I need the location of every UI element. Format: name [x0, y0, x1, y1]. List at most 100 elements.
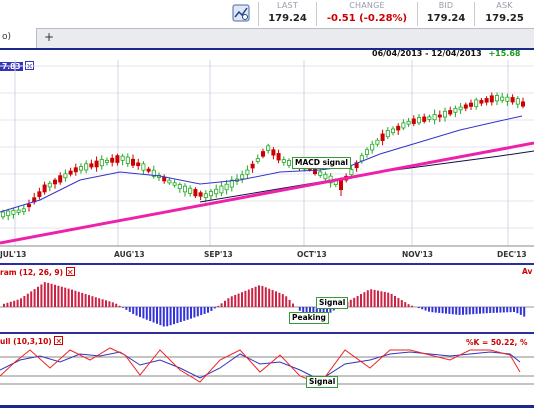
- candle: [167, 179, 172, 184]
- macd-bar: [122, 307, 124, 308]
- separator: [258, 2, 259, 26]
- candle: [364, 149, 369, 155]
- macd-bar: [451, 307, 454, 315]
- macd-bar: [156, 307, 158, 324]
- macd-bar: [234, 294, 237, 307]
- candle: [494, 95, 499, 102]
- macd-bar: [152, 307, 155, 323]
- candle: [416, 117, 421, 124]
- candle: [214, 188, 219, 195]
- stoch-d-line: [0, 351, 521, 381]
- macd-bar: [217, 305, 220, 307]
- macd-bar: [145, 307, 148, 320]
- macd-bar: [251, 288, 254, 307]
- macd-bar: [213, 307, 216, 309]
- remove-stoch-icon[interactable]: ✕: [54, 336, 64, 346]
- macd-bar: [428, 307, 430, 312]
- macd-bar: [424, 307, 427, 311]
- quote-toolbar: LAST 179.24 CHANGE -0.51 (-0.28%) BID 17…: [0, 0, 534, 28]
- x-tick-jul: JUL'13: [0, 250, 27, 259]
- candle: [390, 128, 395, 134]
- last-value: 179.24: [268, 13, 307, 24]
- macd-legend: ram (12, 26, 9) ✕: [0, 267, 75, 277]
- macd-bar: [489, 307, 492, 313]
- macd-bar: [166, 307, 169, 327]
- macd-bar: [20, 298, 22, 307]
- macd-bar: [139, 307, 141, 317]
- macd-bar: [244, 290, 247, 307]
- candle: [115, 155, 120, 163]
- candle: [229, 179, 234, 188]
- macd-bar: [302, 307, 305, 313]
- chart-settings-icon[interactable]: [232, 4, 250, 22]
- macd-bar: [237, 293, 240, 307]
- moving-averages: [0, 115, 534, 213]
- candle: [375, 139, 380, 145]
- macd-bar: [509, 307, 512, 313]
- macd-bar: [441, 307, 444, 314]
- x-tick-dec: DEC'13: [497, 250, 527, 259]
- stoch-grid: [0, 356, 534, 385]
- candle: [21, 208, 26, 213]
- macd-bar: [159, 307, 162, 326]
- macd-bar: [438, 307, 441, 313]
- last-stat: LAST 179.24: [259, 0, 316, 28]
- macd-bar: [40, 284, 43, 307]
- macd-bar: [200, 307, 203, 316]
- macd-bar: [315, 307, 318, 317]
- candle: [250, 163, 255, 169]
- candle: [208, 191, 213, 197]
- candle: [260, 151, 265, 157]
- chart-canvas[interactable]: [0, 50, 534, 405]
- remove-macd-icon[interactable]: ✕: [65, 267, 75, 277]
- macd-bar: [183, 307, 186, 321]
- x-tick-oct: OCT'13: [297, 250, 327, 259]
- macd-bar: [13, 300, 16, 307]
- candle: [37, 191, 42, 197]
- candle: [463, 104, 468, 109]
- bid-value: 179.24: [426, 13, 466, 24]
- macd-bar: [210, 307, 213, 311]
- macd-bar: [353, 297, 356, 307]
- macd-bar: [258, 285, 260, 307]
- candle: [453, 108, 458, 113]
- macd-bar: [377, 290, 379, 307]
- bid-stat: BID 179.24: [418, 0, 474, 28]
- candle: [271, 149, 276, 156]
- macd-bar: [23, 296, 26, 307]
- macd-bar: [462, 307, 464, 315]
- macd-pane-separator[interactable]: [0, 263, 534, 265]
- macd-bar: [179, 307, 182, 322]
- chart-tab[interactable]: o): [0, 28, 37, 48]
- bid-label: BID: [438, 1, 454, 10]
- chart-frame: [0, 48, 534, 408]
- macd-bar: [261, 285, 264, 307]
- trendline: [0, 141, 534, 245]
- candle: [26, 204, 31, 208]
- macd-bar: [387, 292, 390, 307]
- macd-bar: [326, 307, 328, 314]
- macd-bar: [458, 307, 461, 315]
- macd-bar: [81, 292, 84, 307]
- separator: [417, 2, 418, 26]
- candle: [84, 163, 89, 171]
- candle: [130, 158, 135, 166]
- stoch-k-line: [0, 347, 521, 385]
- candle: [479, 100, 484, 104]
- macd-bar: [193, 307, 196, 318]
- candle: [162, 176, 167, 182]
- candle: [79, 166, 84, 171]
- candle: [53, 179, 58, 185]
- macd-bar: [142, 307, 145, 319]
- macd-bar: [50, 283, 53, 307]
- change-value: -0.51 (-0.28%): [326, 13, 408, 24]
- add-tab-button[interactable]: +: [42, 30, 56, 44]
- candle: [339, 180, 343, 190]
- macd-bar: [264, 287, 267, 307]
- macd-bar: [64, 287, 67, 307]
- stoch-pane-separator[interactable]: [0, 332, 534, 334]
- macd-bar: [57, 285, 60, 307]
- candle: [198, 192, 203, 197]
- macd-bar: [47, 282, 50, 307]
- macd-bar: [380, 291, 383, 307]
